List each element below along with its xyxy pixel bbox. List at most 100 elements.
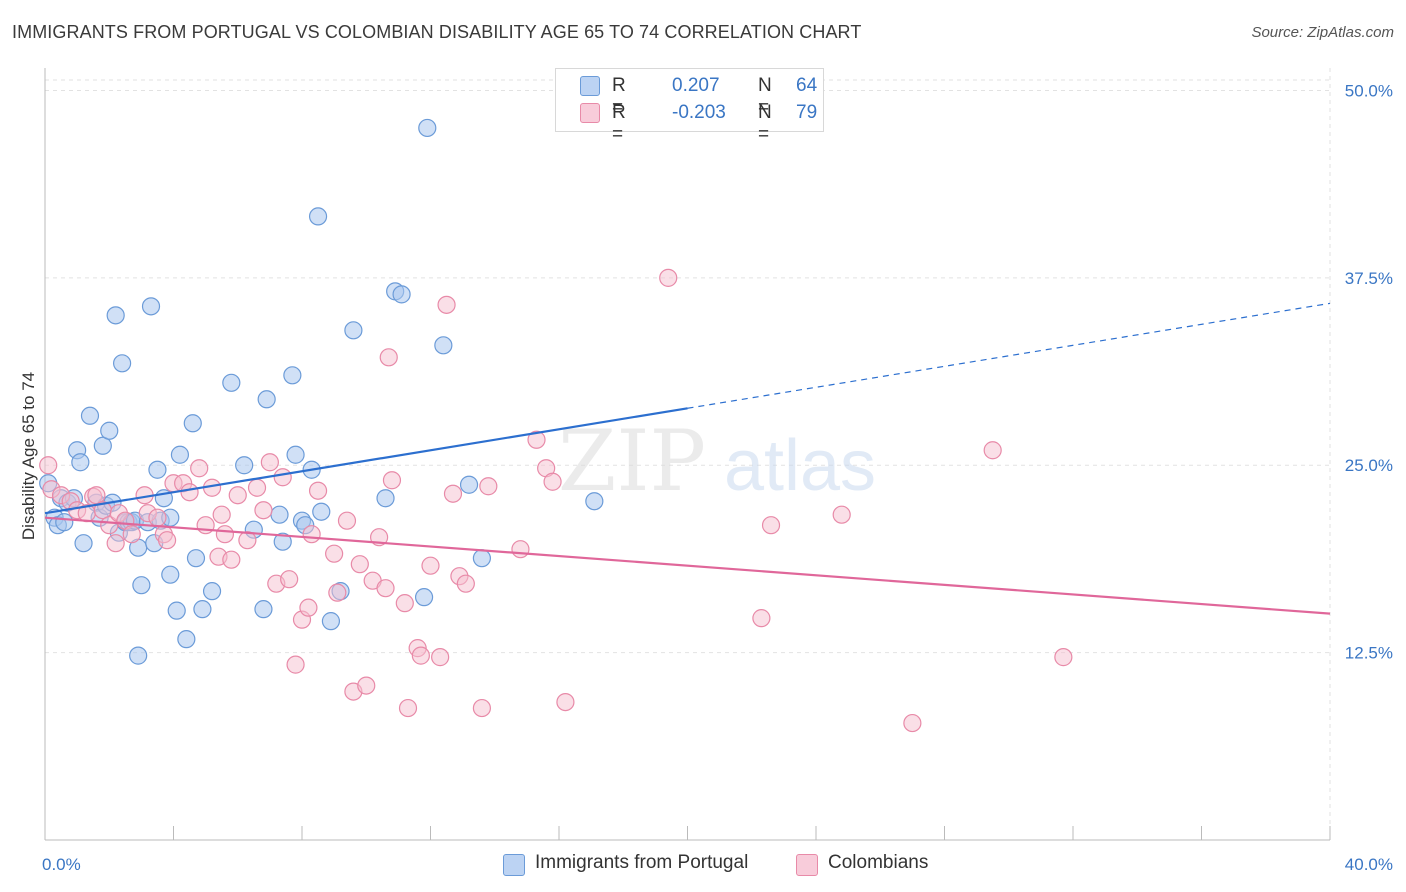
data-point-colombians bbox=[382, 471, 402, 490]
data-point-colombians bbox=[190, 459, 209, 478]
data-point-portugal bbox=[80, 406, 100, 425]
trend-line-portugal bbox=[44, 407, 688, 515]
data-point-portugal bbox=[183, 414, 202, 433]
data-point-colombians bbox=[431, 648, 450, 667]
bottom-legend-label-portugal: Immigrants from Portugal bbox=[535, 852, 749, 873]
data-point-portugal bbox=[193, 600, 212, 619]
legend-n-value-colombians: 79 bbox=[796, 102, 818, 123]
watermark: ZIP atlas bbox=[558, 412, 876, 510]
data-point-colombians bbox=[556, 692, 575, 712]
data-point-colombians bbox=[411, 646, 430, 665]
data-point-colombians bbox=[299, 598, 318, 617]
data-point-portugal bbox=[254, 600, 273, 619]
legend-n-label: N = bbox=[758, 102, 772, 145]
data-point-colombians bbox=[832, 505, 851, 524]
data-point-colombians bbox=[659, 268, 678, 287]
data-point-portugal bbox=[257, 390, 276, 409]
data-point-colombians bbox=[273, 468, 292, 487]
data-point-colombians bbox=[437, 295, 456, 314]
watermark-atlas: atlas bbox=[724, 426, 876, 506]
legend-swatch-portugal bbox=[580, 76, 600, 96]
source-credit: Source: ZipAtlas.com bbox=[1251, 24, 1394, 41]
data-point-portugal bbox=[186, 549, 206, 568]
watermark-zip: ZIP bbox=[558, 412, 706, 510]
data-point-colombians bbox=[122, 525, 141, 544]
legend-n-value-portugal: 64 bbox=[796, 75, 818, 96]
data-point-portugal bbox=[459, 475, 479, 494]
data-point-colombians bbox=[376, 579, 395, 598]
data-point-portugal bbox=[93, 436, 112, 455]
data-point-portugal bbox=[312, 502, 331, 521]
data-point-colombians bbox=[308, 481, 328, 500]
trend-line-portugal-extension bbox=[687, 302, 1331, 409]
data-point-portugal bbox=[270, 505, 289, 524]
data-point-colombians bbox=[254, 501, 273, 520]
data-point-colombians bbox=[903, 713, 922, 733]
x-tick-label: 0.0% bbox=[42, 855, 81, 874]
data-point-portugal bbox=[71, 453, 90, 472]
data-point-colombians bbox=[286, 655, 305, 674]
trend-line-colombians bbox=[44, 516, 1331, 615]
data-point-portugal bbox=[283, 366, 302, 385]
data-point-colombians bbox=[280, 570, 299, 589]
legend-n-label: N = bbox=[758, 75, 772, 118]
y-tick-label: 25.0% bbox=[1345, 456, 1393, 475]
y-tick-label: 12.5% bbox=[1345, 644, 1393, 663]
data-point-portugal bbox=[132, 576, 151, 595]
data-point-portugal bbox=[414, 588, 434, 607]
data-point-portugal bbox=[286, 445, 305, 464]
data-point-portugal bbox=[222, 373, 241, 392]
data-point-colombians bbox=[1054, 648, 1073, 667]
bottom-legend-swatch-portugal bbox=[503, 854, 525, 876]
data-point-colombians bbox=[527, 430, 546, 449]
legend-swatch-colombians bbox=[580, 103, 600, 123]
data-point-portugal bbox=[55, 513, 74, 532]
data-point-portugal bbox=[344, 321, 363, 340]
data-point-portugal bbox=[106, 306, 125, 325]
data-point-colombians bbox=[228, 486, 247, 505]
data-point-colombians bbox=[180, 483, 199, 502]
data-point-colombians bbox=[238, 531, 257, 550]
y-axis-label: Disability Age 65 to 74 bbox=[19, 371, 38, 541]
data-point-colombians bbox=[379, 348, 398, 367]
data-point-colombians bbox=[983, 441, 1002, 460]
data-point-portugal bbox=[148, 460, 167, 479]
tick-labels: 12.5% 25.0% 37.5% 50.0% 0.0% 40.0% bbox=[42, 81, 1393, 874]
data-point-colombians bbox=[260, 453, 279, 472]
data-point-colombians bbox=[325, 544, 344, 563]
data-point-portugal bbox=[100, 421, 119, 440]
data-point-portugal bbox=[170, 445, 190, 464]
data-point-colombians bbox=[39, 456, 58, 475]
data-point-colombians bbox=[472, 698, 491, 718]
chart-title: IMMIGRANTS FROM PORTUGAL VS COLOMBIAN DI… bbox=[12, 22, 862, 42]
legend-r-label: R = bbox=[612, 75, 626, 118]
y-tick-label: 37.5% bbox=[1345, 269, 1393, 288]
data-point-portugal bbox=[472, 549, 491, 568]
data-point-portugal bbox=[418, 118, 437, 138]
data-point-colombians bbox=[761, 516, 781, 535]
trend-lines bbox=[44, 302, 1331, 615]
data-point-colombians bbox=[752, 609, 771, 628]
bottom-legend-label-colombians: Colombians bbox=[828, 852, 929, 873]
data-point-colombians bbox=[106, 534, 125, 553]
data-point-portugal bbox=[167, 601, 186, 620]
legend-r-value-colombians: -0.203 bbox=[672, 102, 726, 123]
data-point-colombians bbox=[157, 531, 177, 550]
data-point-portugal bbox=[129, 646, 148, 665]
data-point-colombians bbox=[543, 472, 562, 491]
bottom-legend-swatch-colombians bbox=[796, 854, 818, 876]
data-point-colombians bbox=[337, 511, 357, 530]
data-point-portugal bbox=[141, 297, 161, 316]
data-point-portugal bbox=[273, 532, 292, 551]
data-point-portugal bbox=[74, 534, 93, 553]
data-point-portugal bbox=[112, 354, 132, 373]
correlation-legend: R = 0.207 N = 64 R = -0.203 N = 79 bbox=[555, 68, 824, 145]
y-tick-label: 50.0% bbox=[1345, 81, 1393, 100]
data-point-portugal bbox=[376, 489, 395, 508]
data-point-portugal bbox=[585, 492, 604, 511]
legend-r-label: R = bbox=[612, 102, 626, 145]
data-point-portugal bbox=[308, 207, 328, 226]
data-point-portugal bbox=[177, 630, 196, 649]
axes bbox=[44, 68, 1331, 841]
